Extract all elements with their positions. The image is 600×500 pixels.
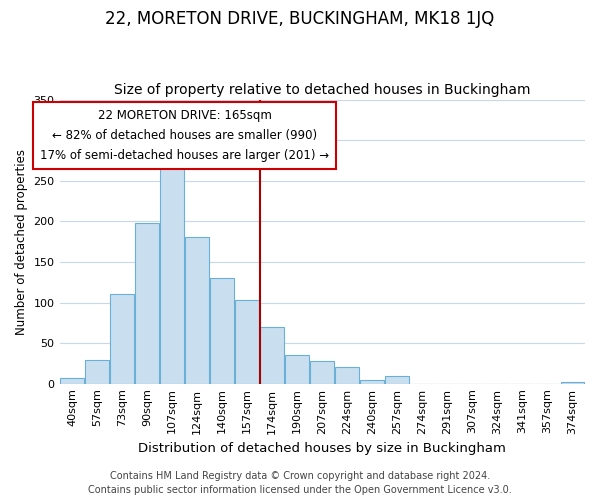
Text: Contains HM Land Registry data © Crown copyright and database right 2024.
Contai: Contains HM Land Registry data © Crown c… [88, 471, 512, 495]
Bar [260, 327, 284, 384]
Bar [361, 380, 384, 384]
Bar [110, 294, 134, 384]
Bar [286, 356, 309, 384]
Text: 22 MORETON DRIVE: 165sqm
← 82% of detached houses are smaller (990)
17% of semi-: 22 MORETON DRIVE: 165sqm ← 82% of detach… [40, 110, 329, 162]
Bar [385, 376, 409, 384]
X-axis label: Distribution of detached houses by size in Buckingham: Distribution of detached houses by size … [139, 442, 506, 455]
Y-axis label: Number of detached properties: Number of detached properties [15, 148, 28, 334]
Title: Size of property relative to detached houses in Buckingham: Size of property relative to detached ho… [114, 83, 530, 97]
Bar [60, 378, 84, 384]
Bar [85, 360, 109, 384]
Bar [560, 382, 584, 384]
Bar [160, 144, 184, 384]
Text: 22, MORETON DRIVE, BUCKINGHAM, MK18 1JQ: 22, MORETON DRIVE, BUCKINGHAM, MK18 1JQ [106, 10, 494, 28]
Bar [185, 236, 209, 384]
Bar [135, 223, 159, 384]
Bar [310, 361, 334, 384]
Bar [235, 300, 259, 384]
Bar [210, 278, 234, 384]
Bar [335, 368, 359, 384]
